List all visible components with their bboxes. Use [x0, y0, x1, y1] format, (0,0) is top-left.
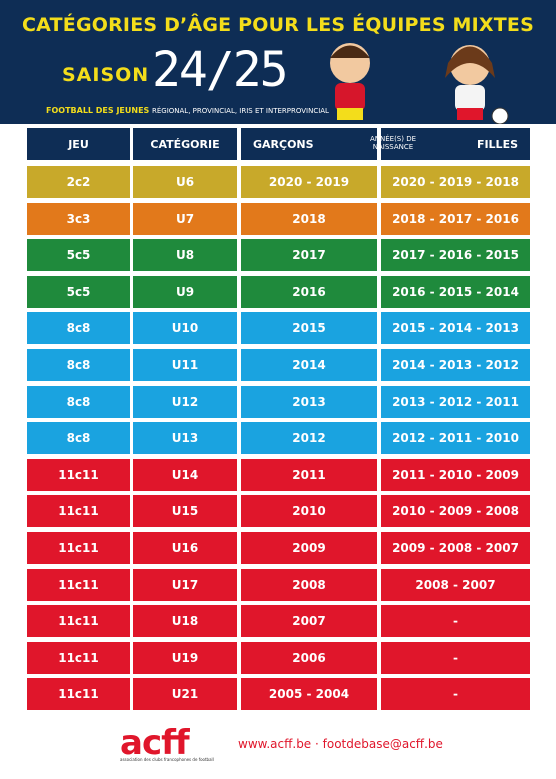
table-cell: U11 [133, 349, 237, 381]
table-cell: - [381, 605, 530, 638]
table-cell: 11c11 [27, 532, 130, 564]
table-cell: 11c11 [27, 568, 130, 601]
table-cell: 8c8 [27, 349, 130, 381]
table-cell: 2018 - 2017 - 2016 [381, 202, 530, 235]
table-cell: U17 [133, 568, 237, 601]
season: 24/25 [152, 42, 288, 98]
table-cell: U9 [133, 275, 237, 308]
table-cell: 8c8 [27, 385, 130, 418]
table-cell: 2014 - 2013 - 2012 [381, 349, 530, 381]
column-header-middle: ANNÉE(S) DE NAISSANCE [369, 135, 417, 151]
table-cell: U21 [133, 678, 237, 711]
table-cell: 11c11 [27, 605, 130, 638]
table-cell: 2018 [241, 202, 377, 235]
table-cell: 2008 - 2007 [381, 568, 530, 601]
table-cell: 2005 - 2004 [241, 678, 377, 711]
table-cell: 2016 [241, 275, 377, 308]
table-cell: - [381, 641, 530, 674]
table-cell: 2008 [241, 568, 377, 601]
table-cell: U8 [133, 239, 237, 272]
column-header: CATÉGORIE [133, 128, 237, 160]
table-cell: 11c11 [27, 458, 130, 491]
table-cell: U12 [133, 385, 237, 418]
table-cell: 5c5 [27, 275, 130, 308]
contact: www.acff.be · footdebase@acff.be [238, 737, 443, 751]
table-cell: 2010 [241, 495, 377, 528]
logo-caption: association des clubs francophones de fo… [120, 757, 214, 762]
table-cell: 2c2 [27, 166, 130, 198]
table-cell: - [381, 678, 530, 711]
table-cell: U6 [133, 166, 237, 198]
table-cell: 2017 [241, 239, 377, 272]
boy-illustration [330, 43, 370, 120]
column-header: FILLES [381, 128, 530, 160]
table-cell: 2020 - 2019 - 2018 [381, 166, 530, 198]
table-cell: 2017 - 2016 - 2015 [381, 239, 530, 272]
table-cell: 2013 [241, 385, 377, 418]
table-cell: 2011 - 2010 - 2009 [381, 458, 530, 491]
table-cell: 2010 - 2009 - 2008 [381, 495, 530, 528]
table-cell: 2013 - 2012 - 2011 [381, 385, 530, 418]
table-cell: U13 [133, 422, 237, 455]
table-cell: 2015 [241, 312, 377, 345]
subtitle-bold: FOOTBALL DES JEUNES [46, 106, 150, 115]
title: CATÉGORIES D’ÂGE POUR LES ÉQUIPES MIXTES [22, 14, 534, 36]
table-cell: 2009 [241, 532, 377, 564]
table-cell: 5c5 [27, 239, 130, 272]
table-cell: U10 [133, 312, 237, 345]
table-cell: 2014 [241, 349, 377, 381]
table-cell: U14 [133, 458, 237, 491]
table-cell: U19 [133, 641, 237, 674]
table-cell: 2007 [241, 605, 377, 638]
table-cell: 11c11 [27, 678, 130, 711]
table-cell: U16 [133, 532, 237, 564]
table-cell: U7 [133, 202, 237, 235]
table-cell: 2016 - 2015 - 2014 [381, 275, 530, 308]
saison-label: SAISON [62, 64, 150, 86]
subtitle: RÉGIONAL, PROVINCIAL, IRIS ET INTERPROVI… [152, 107, 329, 115]
table-cell: 11c11 [27, 495, 130, 528]
table-cell: 2006 [241, 641, 377, 674]
table-cell: 2009 - 2008 - 2007 [381, 532, 530, 564]
table-cell: 3c3 [27, 202, 130, 235]
table-cell: 11c11 [27, 641, 130, 674]
table-cell: 8c8 [27, 312, 130, 345]
logo: acff [120, 723, 190, 763]
table-cell: U15 [133, 495, 237, 528]
girl-illustration [445, 45, 509, 124]
column-header: JEU [27, 128, 130, 160]
table-cell: 2015 - 2014 - 2013 [381, 312, 530, 345]
table-cell: 2012 [241, 422, 377, 455]
table-cell: 2012 - 2011 - 2010 [381, 422, 530, 455]
column-header: GARÇONS [241, 128, 377, 160]
table-cell: 2011 [241, 458, 377, 491]
table-cell: 8c8 [27, 422, 130, 455]
table-cell: U18 [133, 605, 237, 638]
table-cell: 2020 - 2019 [241, 166, 377, 198]
